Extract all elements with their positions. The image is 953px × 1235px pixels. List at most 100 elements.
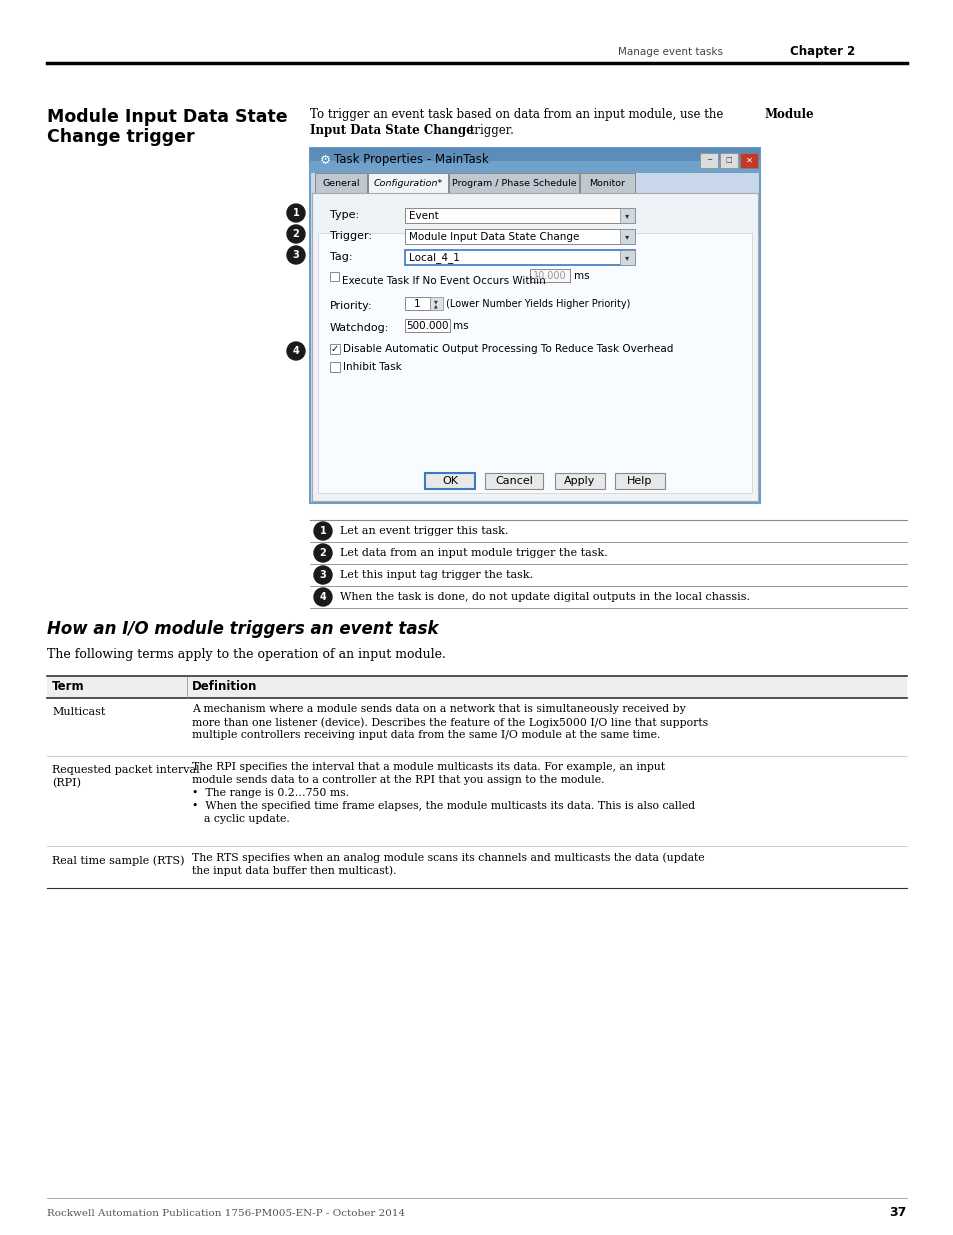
Text: Task Properties - MainTask: Task Properties - MainTask — [334, 153, 488, 167]
Text: Type:: Type: — [330, 210, 358, 220]
Bar — [405, 296, 430, 310]
Text: •  The range is 0.2…750 ms.: • The range is 0.2…750 ms. — [192, 788, 349, 798]
Bar — [619, 207, 635, 224]
Text: 1: 1 — [293, 207, 299, 219]
Text: Let data from an input module trigger the task.: Let data from an input module trigger th… — [339, 548, 607, 558]
Text: Definition: Definition — [192, 680, 257, 694]
Text: Program / Phase Schedule: Program / Phase Schedule — [451, 179, 576, 188]
Text: (RPI): (RPI) — [52, 778, 81, 788]
Bar — [314, 173, 367, 193]
Text: When the task is done, do not update digital outputs in the local chassis.: When the task is done, do not update dig… — [339, 592, 749, 601]
Text: ✕: ✕ — [744, 156, 752, 164]
Text: more than one listener (device). Describes the feature of the Logix5000 I/O line: more than one listener (device). Describ… — [192, 718, 707, 727]
Text: Rockwell Automation Publication 1756-PM005-EN-P - October 2014: Rockwell Automation Publication 1756-PM0… — [47, 1209, 405, 1218]
Text: Term: Term — [52, 680, 85, 694]
Text: ⚙: ⚙ — [319, 153, 331, 167]
Text: Watchdog:: Watchdog: — [330, 324, 389, 333]
Circle shape — [314, 522, 332, 540]
Text: Manage event tasks: Manage event tasks — [618, 47, 722, 57]
Text: 2: 2 — [293, 228, 299, 240]
Text: Cancel: Cancel — [495, 475, 533, 487]
Text: 37: 37 — [889, 1207, 906, 1219]
Text: the input data buffer then multicast).: the input data buffer then multicast). — [192, 864, 396, 876]
Text: Event: Event — [409, 211, 438, 221]
Text: Input Data State Change: Input Data State Change — [310, 124, 474, 137]
Bar — [405, 207, 635, 224]
Bar — [368, 173, 448, 193]
Text: ✓: ✓ — [331, 345, 338, 354]
Bar — [330, 272, 338, 282]
Circle shape — [287, 204, 305, 222]
Text: General: General — [322, 179, 359, 188]
Circle shape — [287, 225, 305, 243]
Circle shape — [314, 566, 332, 584]
Text: multiple controllers receiving input data from the same I/O module at the same t: multiple controllers receiving input dat… — [192, 730, 659, 740]
Bar — [720, 153, 738, 168]
Text: A mechanism where a module sends data on a network that is simultaneously receiv: A mechanism where a module sends data on… — [192, 704, 685, 714]
Text: 10.000: 10.000 — [533, 270, 566, 282]
Text: □: □ — [725, 157, 732, 163]
Circle shape — [287, 246, 305, 264]
Text: ▾: ▾ — [625, 232, 629, 242]
Bar — [330, 345, 339, 354]
Text: ▲: ▲ — [434, 304, 437, 309]
Bar — [405, 228, 635, 245]
Bar — [310, 161, 760, 173]
Text: Real time sample (RTS): Real time sample (RTS) — [52, 855, 184, 866]
Text: Module Input Data State: Module Input Data State — [47, 107, 287, 126]
Text: (Lower Number Yields Higher Priority): (Lower Number Yields Higher Priority) — [446, 299, 630, 309]
Bar — [310, 148, 760, 503]
Text: Help: Help — [627, 475, 652, 487]
Text: Inhibit Task: Inhibit Task — [343, 362, 401, 372]
Bar — [555, 473, 604, 489]
Text: Let an event trigger this task.: Let an event trigger this task. — [339, 526, 508, 536]
Text: ▾: ▾ — [625, 253, 629, 263]
Text: The RTS specifies when an analog module scans its channels and multicasts the da: The RTS specifies when an analog module … — [192, 852, 704, 862]
Text: Local_4_1: Local_4_1 — [409, 252, 459, 263]
Text: Module Input Data State Change: Module Input Data State Change — [409, 232, 578, 242]
Bar — [405, 319, 450, 332]
Circle shape — [314, 588, 332, 606]
Text: ─: ─ — [706, 157, 710, 163]
Text: Monitor: Monitor — [589, 179, 625, 188]
Text: The following terms apply to the operation of an input module.: The following terms apply to the operati… — [47, 648, 445, 661]
Bar — [740, 153, 758, 168]
Bar — [317, 233, 751, 493]
Text: ms: ms — [453, 321, 468, 331]
Text: The RPI specifies the interval that a module multicasts its data. For example, a: The RPI specifies the interval that a mo… — [192, 762, 664, 772]
Bar — [405, 249, 635, 266]
Text: •  When the specified time frame elapses, the module multicasts its data. This i: • When the specified time frame elapses,… — [192, 802, 695, 811]
Text: How an I/O module triggers an event task: How an I/O module triggers an event task — [47, 620, 438, 638]
Bar — [47, 846, 906, 888]
Text: Multicast: Multicast — [52, 706, 105, 718]
Text: 500.000: 500.000 — [405, 321, 448, 331]
Bar — [47, 698, 906, 756]
Bar — [47, 676, 906, 698]
Text: 4: 4 — [293, 346, 299, 356]
Text: 1: 1 — [319, 526, 326, 536]
Bar — [449, 173, 578, 193]
Text: Module: Module — [763, 107, 813, 121]
Text: 2: 2 — [319, 548, 326, 558]
Bar — [430, 296, 442, 310]
Text: 3: 3 — [293, 249, 299, 261]
Text: 3: 3 — [319, 571, 326, 580]
Text: Apply: Apply — [564, 475, 595, 487]
Text: Trigger:: Trigger: — [330, 231, 372, 241]
Text: module sends data to a controller at the RPI that you assign to the module.: module sends data to a controller at the… — [192, 776, 604, 785]
Text: Let this input tag trigger the task.: Let this input tag trigger the task. — [339, 571, 533, 580]
Text: Execute Task If No Event Occurs Within: Execute Task If No Event Occurs Within — [341, 275, 545, 287]
Text: Disable Automatic Output Processing To Reduce Task Overhead: Disable Automatic Output Processing To R… — [343, 345, 673, 354]
Circle shape — [314, 543, 332, 562]
Text: 1: 1 — [414, 299, 420, 309]
Text: OK: OK — [441, 475, 457, 487]
Text: To trigger an event task based on data from an input module, use the: To trigger an event task based on data f… — [310, 107, 726, 121]
Bar — [619, 228, 635, 245]
Text: Priority:: Priority: — [330, 301, 373, 311]
Text: ▾: ▾ — [625, 211, 629, 221]
Text: Change trigger: Change trigger — [47, 128, 194, 146]
Text: Configuration*: Configuration* — [373, 179, 442, 188]
Text: 4: 4 — [319, 592, 326, 601]
Text: trigger.: trigger. — [465, 124, 514, 137]
Bar — [700, 153, 718, 168]
